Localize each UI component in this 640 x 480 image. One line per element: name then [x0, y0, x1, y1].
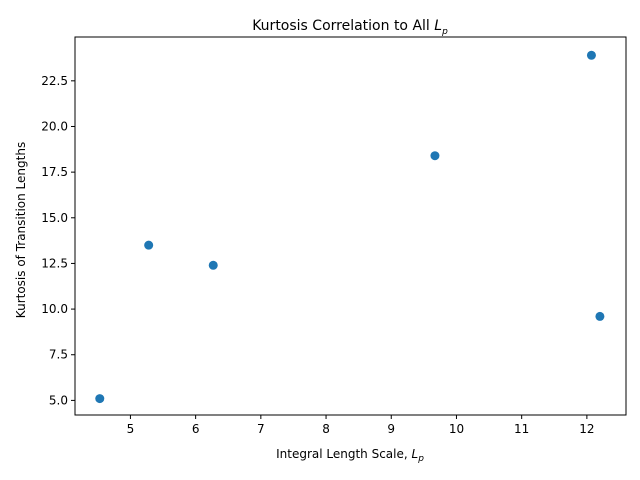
x-tick-label-2: 7: [257, 422, 265, 436]
chart-title-subscript: p: [441, 27, 448, 37]
y-tick-label-7: 22.5: [41, 74, 68, 88]
y-tick-label-6: 20.0: [41, 119, 68, 133]
x-axis-ticks: 5 6 7 8 9 10 11 12: [127, 415, 595, 436]
x-tick-label-5: 10: [449, 422, 464, 436]
y-tick-label-2: 10.0: [41, 302, 68, 316]
x-axis-label-subscript: p: [417, 454, 424, 464]
chart-title-symbol: L: [434, 18, 442, 34]
data-point-2: [208, 260, 218, 270]
chart-title: Kurtosis Correlation to All Lp: [252, 18, 448, 37]
y-tick-label-4: 15.0: [41, 211, 68, 225]
x-tick-label-7: 12: [579, 422, 594, 436]
x-axis-label-symbol: L: [412, 447, 419, 461]
data-points: [95, 50, 605, 404]
y-axis-ticks: 5.0 7.5 10.0 12.5 15.0 17.5 20.0 22.5: [41, 74, 75, 407]
x-axis-label: Integral Length Scale, Lp: [276, 447, 424, 464]
data-point-1: [144, 240, 154, 250]
y-tick-label-5: 17.5: [41, 165, 68, 179]
plot-area: [75, 37, 626, 415]
x-tick-label-0: 5: [127, 422, 135, 436]
plot-frame: [74, 36, 627, 416]
x-tick-label-6: 11: [514, 422, 529, 436]
x-tick-label-4: 9: [387, 422, 395, 436]
data-point-3: [430, 151, 440, 161]
x-tick-label-3: 8: [322, 422, 330, 436]
y-tick-label-3: 12.5: [41, 256, 68, 270]
y-tick-label-0: 5.0: [49, 393, 68, 407]
data-point-4: [586, 50, 596, 60]
y-axis-label: Kurtosis of Transition Lengths: [14, 142, 28, 318]
y-tick-label-1: 7.5: [49, 348, 68, 362]
data-point-0: [95, 394, 105, 404]
x-tick-label-1: 6: [192, 422, 200, 436]
data-point-5: [595, 311, 605, 321]
